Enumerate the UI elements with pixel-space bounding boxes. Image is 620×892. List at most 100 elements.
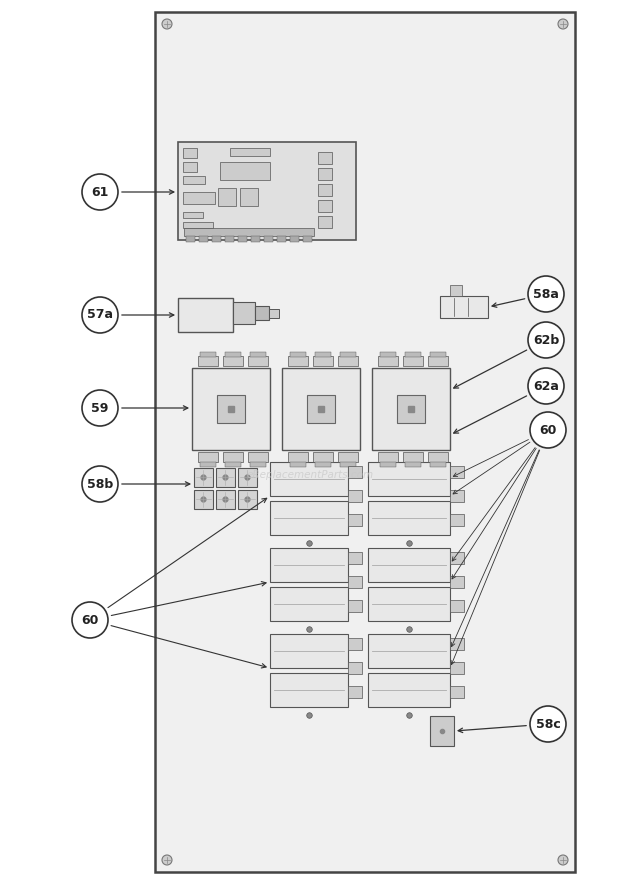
Bar <box>340 462 356 467</box>
Text: 57a: 57a <box>87 309 113 321</box>
Bar <box>450 466 464 478</box>
Bar <box>318 184 332 196</box>
Bar <box>380 462 396 467</box>
Bar <box>270 673 348 707</box>
Circle shape <box>162 855 172 865</box>
Bar <box>216 468 235 487</box>
Bar <box>450 600 464 612</box>
Bar <box>240 188 258 206</box>
Bar <box>248 356 268 366</box>
Bar <box>368 634 450 668</box>
Bar <box>225 462 241 467</box>
Bar <box>348 600 362 612</box>
Bar <box>430 462 446 467</box>
Bar <box>264 236 273 242</box>
Circle shape <box>530 706 566 742</box>
Bar <box>368 548 450 582</box>
Text: eReplacementParts.com: eReplacementParts.com <box>246 470 374 480</box>
Bar <box>194 468 213 487</box>
Bar <box>251 236 260 242</box>
Bar <box>269 309 279 318</box>
Bar <box>184 228 314 236</box>
Bar <box>378 356 398 366</box>
Bar <box>178 298 233 332</box>
Bar <box>397 395 425 423</box>
Bar <box>290 236 299 242</box>
Bar <box>318 168 332 180</box>
Bar <box>288 356 308 366</box>
Bar <box>372 368 450 450</box>
Bar <box>403 356 423 366</box>
Bar <box>220 162 270 180</box>
Bar <box>178 142 356 240</box>
Bar <box>200 352 216 357</box>
Bar <box>338 452 358 462</box>
Bar <box>313 356 333 366</box>
Bar <box>348 576 362 588</box>
Bar <box>450 638 464 650</box>
Text: 60: 60 <box>81 614 99 626</box>
Bar <box>282 368 360 450</box>
Bar <box>248 452 268 462</box>
Bar <box>225 352 241 357</box>
Bar <box>250 352 266 357</box>
Bar <box>270 462 348 496</box>
Bar <box>238 490 257 509</box>
Bar <box>318 216 332 228</box>
Bar <box>348 638 362 650</box>
Text: 62b: 62b <box>533 334 559 346</box>
Bar <box>450 490 464 502</box>
Bar <box>348 662 362 674</box>
Bar <box>405 352 421 357</box>
Bar <box>216 490 235 509</box>
Bar <box>318 200 332 212</box>
Circle shape <box>82 390 118 426</box>
Bar <box>255 306 269 320</box>
Bar <box>315 462 331 467</box>
Bar <box>223 452 243 462</box>
Bar <box>430 716 454 746</box>
Bar <box>217 395 245 423</box>
Bar <box>348 514 362 526</box>
Bar <box>277 236 286 242</box>
Bar <box>303 236 312 242</box>
Bar <box>183 162 197 172</box>
Bar <box>183 148 197 158</box>
Circle shape <box>162 19 172 29</box>
Bar <box>403 452 423 462</box>
Bar <box>348 466 362 478</box>
Circle shape <box>72 602 108 638</box>
Bar <box>428 356 448 366</box>
Bar <box>183 212 203 218</box>
Bar <box>250 462 266 467</box>
Circle shape <box>530 412 566 448</box>
Bar <box>290 462 306 467</box>
Bar <box>430 352 446 357</box>
Circle shape <box>528 276 564 312</box>
Bar <box>238 236 247 242</box>
Text: 62a: 62a <box>533 379 559 392</box>
Circle shape <box>558 19 568 29</box>
Bar <box>183 192 215 204</box>
Bar <box>183 222 213 228</box>
Bar <box>405 462 421 467</box>
Bar <box>186 236 195 242</box>
Bar <box>199 236 208 242</box>
Bar <box>192 368 270 450</box>
Bar <box>450 686 464 698</box>
Bar <box>290 352 306 357</box>
Bar <box>270 587 348 621</box>
Circle shape <box>82 466 118 502</box>
Bar <box>315 352 331 357</box>
Bar <box>348 686 362 698</box>
Circle shape <box>558 855 568 865</box>
Bar <box>450 285 462 296</box>
Circle shape <box>528 322 564 358</box>
Bar <box>378 452 398 462</box>
Bar <box>198 452 218 462</box>
Bar <box>368 501 450 535</box>
Bar <box>212 236 221 242</box>
Text: 61: 61 <box>91 186 108 199</box>
Bar <box>218 188 236 206</box>
Bar <box>223 356 243 366</box>
